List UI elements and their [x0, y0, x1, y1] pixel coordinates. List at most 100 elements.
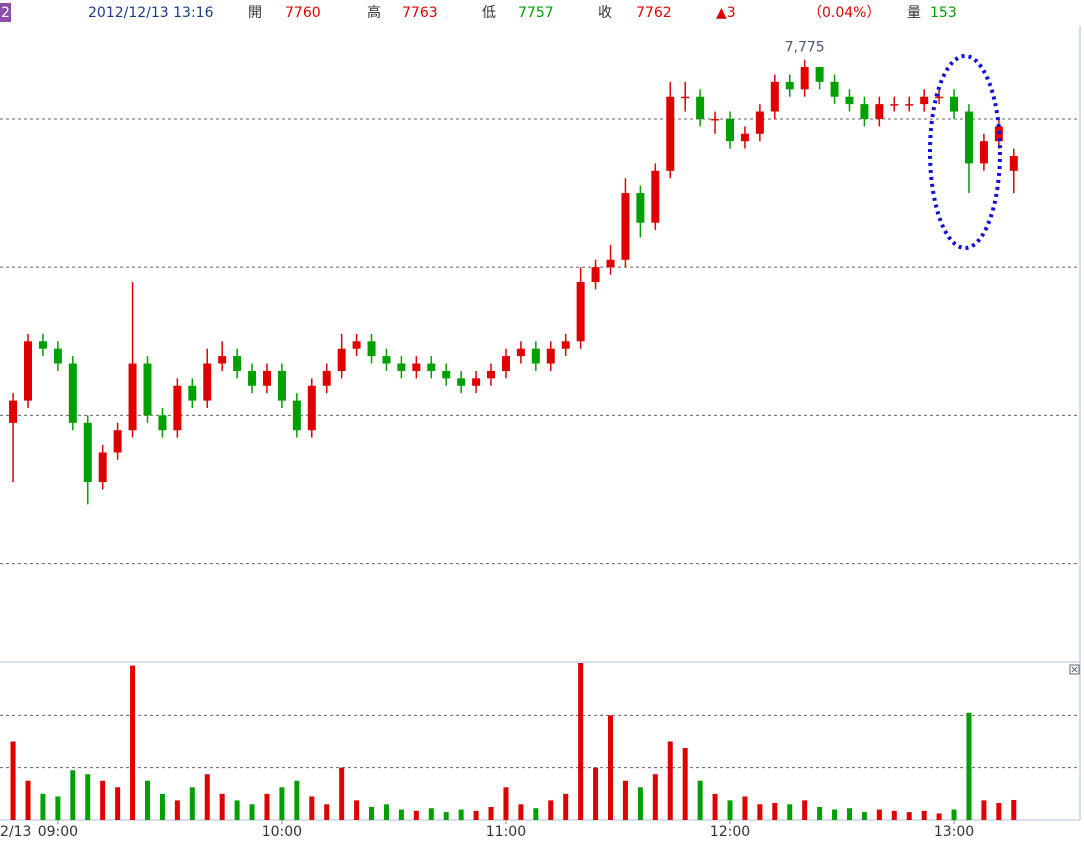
volume-bar	[383, 804, 389, 820]
date-label: 2/13	[0, 824, 31, 840]
candle-body	[68, 363, 77, 423]
candle-body	[442, 370, 451, 379]
candle-body	[905, 104, 914, 106]
candle-body	[83, 422, 92, 483]
volume-bar	[1011, 799, 1017, 820]
low-label: 低	[482, 5, 496, 21]
volume-bar	[398, 809, 404, 820]
candle-body	[740, 133, 749, 142]
candle-body	[696, 96, 705, 119]
volume-bar	[443, 812, 449, 820]
volume-bar	[55, 796, 61, 820]
volume-bar	[174, 800, 180, 820]
volume-bar	[115, 787, 121, 820]
volume-bar	[876, 809, 882, 820]
candle-body	[427, 363, 436, 371]
candle-body	[173, 385, 182, 431]
volume-bar	[204, 774, 210, 820]
candle-body	[262, 370, 271, 386]
candle-body	[860, 104, 869, 119]
x-tick-label: 11:00	[486, 824, 526, 840]
open-label: 開	[248, 5, 262, 21]
volume-bar	[742, 796, 748, 820]
candle-body	[9, 400, 18, 423]
volume-bar	[861, 812, 867, 820]
candle-body	[920, 96, 929, 105]
candle-body	[636, 193, 645, 223]
candle-body	[307, 385, 316, 431]
volume-bar	[787, 804, 793, 820]
candle-body	[188, 385, 197, 401]
volume-bar	[130, 665, 136, 820]
candle-body	[800, 67, 809, 90]
candle-body	[218, 356, 227, 364]
candle-body	[457, 378, 466, 386]
volume-bar	[40, 793, 46, 820]
candle-body	[367, 341, 376, 357]
change: ▲3	[716, 5, 736, 21]
candle-body	[531, 348, 540, 364]
volume-bar	[234, 800, 240, 820]
candle-body	[979, 141, 988, 164]
highlight-ellipse	[928, 54, 1002, 250]
volume-bar	[339, 767, 345, 820]
volume-bar	[189, 787, 195, 820]
volume-bar	[144, 780, 150, 820]
volume-bar	[25, 780, 31, 820]
candle-body	[561, 341, 570, 349]
volume-bar	[159, 793, 165, 820]
volume-bar	[324, 804, 330, 820]
volume-bar	[727, 800, 733, 820]
candle-body	[292, 400, 301, 431]
volume-bar	[279, 787, 285, 820]
candle-body	[412, 363, 421, 371]
candle-body	[1009, 156, 1018, 171]
candle-body	[24, 341, 33, 401]
candle-body	[38, 341, 47, 349]
candle-body	[950, 96, 959, 112]
candle-body	[681, 96, 690, 99]
candle-body	[113, 430, 122, 453]
close-icon	[1071, 666, 1078, 673]
candle-body	[277, 370, 286, 401]
volume-bar	[966, 712, 972, 820]
candle-body	[725, 118, 734, 142]
volume-bar	[563, 793, 569, 820]
candle-body	[815, 67, 824, 82]
candle-body	[98, 452, 107, 483]
candle-body	[158, 415, 167, 431]
candle-body	[203, 363, 212, 401]
candle-body	[53, 348, 62, 364]
volume-bar	[697, 780, 703, 820]
candle-body	[830, 81, 839, 97]
high-value: 7763	[402, 5, 438, 21]
candle-body	[576, 282, 585, 342]
candle-body	[382, 356, 391, 364]
candle-body	[472, 378, 481, 386]
volume-bar	[578, 663, 584, 820]
volume-bar	[85, 774, 91, 820]
volume-bar	[413, 810, 419, 820]
candle-body	[755, 111, 764, 134]
close-value: 7762	[636, 5, 672, 21]
volume-bar	[458, 809, 464, 820]
volume-bar	[608, 715, 614, 820]
volume-bar	[682, 748, 688, 820]
x-tick-label: 10:00	[262, 824, 302, 840]
volume-bar	[996, 802, 1002, 820]
x-tick-label: 12:00	[710, 824, 750, 840]
volume-bar	[652, 774, 658, 820]
volume-label: 量	[907, 5, 921, 21]
tag: 2	[1, 5, 10, 21]
candle-body	[128, 363, 137, 431]
volume-bar	[667, 741, 673, 820]
tag-box	[0, 3, 11, 22]
volume-bar	[802, 800, 808, 820]
candle-body	[546, 348, 555, 364]
candle-body	[770, 81, 779, 112]
close-label: 收	[598, 5, 612, 21]
volume-bar	[533, 808, 539, 820]
high-label: 高	[367, 4, 381, 21]
volume-bar	[817, 806, 823, 820]
